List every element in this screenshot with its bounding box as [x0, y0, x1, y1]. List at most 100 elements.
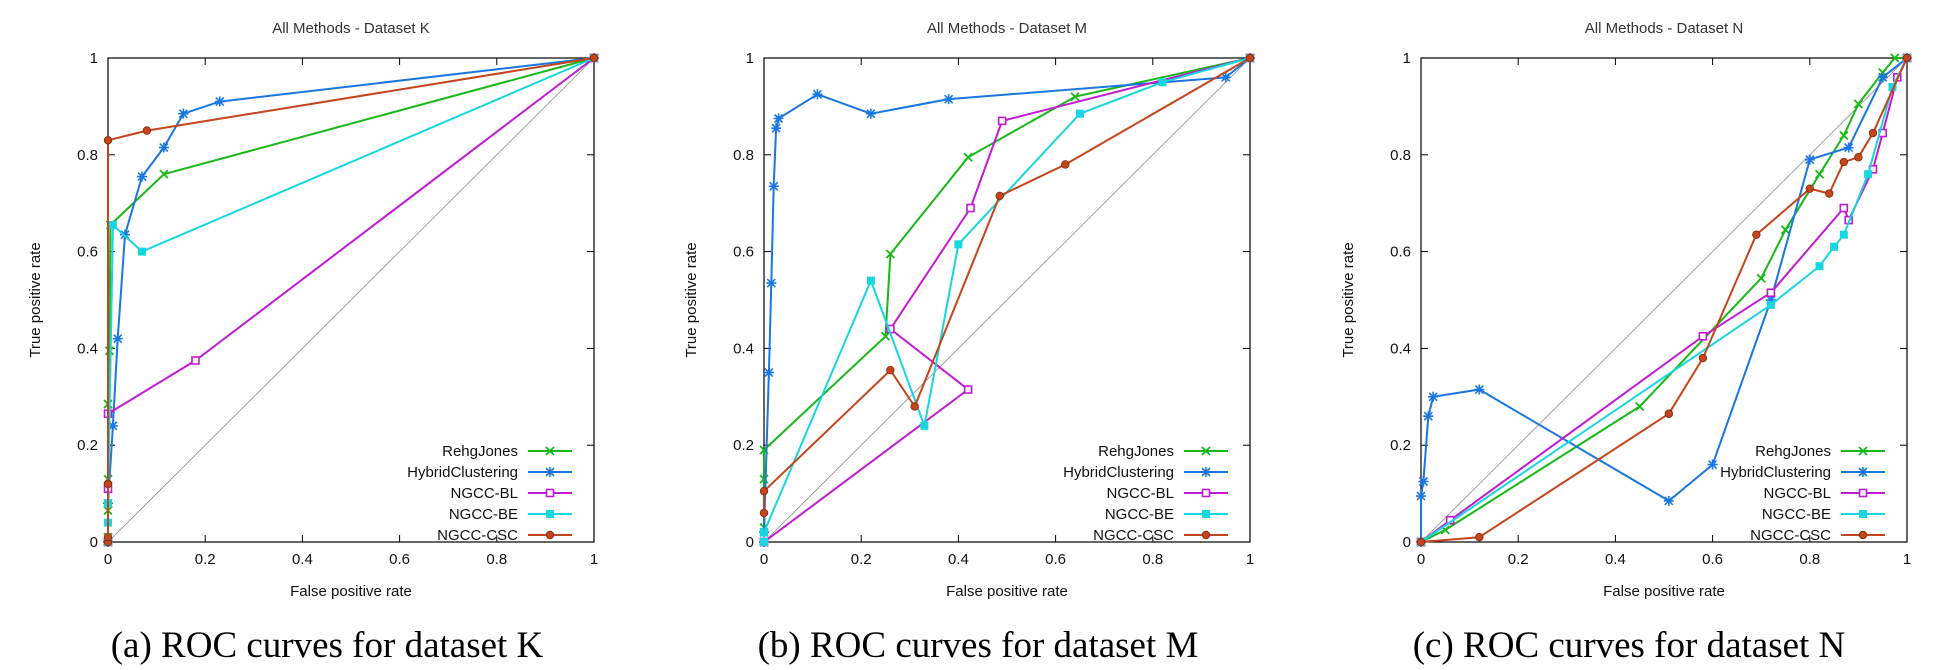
y-tick-label: 1	[90, 50, 98, 67]
x-tick-label: 0.4	[948, 551, 969, 568]
series-line	[763, 57, 1251, 542]
x-axis-label: False positive rate	[290, 583, 412, 600]
legend-marker	[545, 488, 555, 498]
legend-marker	[546, 510, 554, 518]
y-tick-label: 1	[1403, 50, 1411, 67]
legend-label: HybridClustering	[407, 464, 518, 481]
caption-a: (a) ROC curves for dataset K	[110, 625, 544, 666]
data-point	[1888, 83, 1897, 92]
chart-title: All Methods - Dataset M	[927, 20, 1087, 37]
x-tick-label: 1	[590, 551, 598, 568]
data-point	[120, 229, 131, 240]
data-point	[1245, 53, 1255, 63]
x-tick-label: 1	[1903, 551, 1911, 568]
chart-panel-3: All Methods - Dataset N 0 0.2 0.4 0.6 0.8 1 0 0.…	[1340, 20, 1912, 600]
legend-label: NGCC-CSC	[1093, 527, 1174, 544]
data-point	[1843, 142, 1854, 153]
data-point	[137, 171, 148, 182]
data-point	[158, 142, 169, 153]
plot-frame	[1420, 57, 1908, 543]
legend: RehgJones HybridClustering NGCC-BL NGCC-BE N…	[1063, 443, 1228, 544]
legend-label: NGCC-BL	[450, 485, 518, 502]
legend-label: NGCC-BL	[1763, 485, 1831, 502]
data-point	[1890, 53, 1900, 63]
data-point	[763, 367, 774, 378]
plot-frame	[763, 57, 1251, 543]
data-point	[1070, 92, 1080, 102]
legend-marker	[1858, 530, 1868, 540]
data-point	[1698, 353, 1708, 363]
data-point	[214, 96, 225, 107]
caption-b: (b) ROC curves for dataset M	[757, 625, 1199, 666]
data-point	[759, 508, 769, 518]
data-point	[1707, 459, 1718, 470]
data-point	[103, 136, 113, 145]
data-point	[104, 346, 115, 356]
data-point	[920, 421, 929, 430]
legend-marker	[545, 467, 555, 477]
data-point	[107, 420, 118, 431]
series-line	[107, 57, 595, 542]
data-point	[1416, 491, 1426, 502]
data-point	[138, 247, 147, 256]
x-tick-label: 0.8	[1142, 551, 1163, 568]
data-point	[1825, 189, 1834, 198]
legend-label: NGCC-CSC	[437, 527, 518, 544]
series-rehgjones	[1416, 53, 1912, 547]
data-point	[178, 108, 189, 119]
data-point	[943, 94, 954, 105]
data-point	[1805, 184, 1814, 193]
y-tick-label: 0.8	[733, 147, 754, 164]
data-point	[966, 203, 975, 213]
data-point	[1853, 99, 1864, 109]
data-point	[865, 108, 876, 119]
diagonal-reference-line	[763, 57, 1251, 543]
data-point	[963, 152, 973, 162]
data-point	[1864, 170, 1873, 179]
data-point	[1474, 384, 1485, 395]
data-point	[1423, 411, 1434, 422]
caption-c: (c) ROC curves for dataset N	[1412, 625, 1846, 666]
data-point	[191, 356, 200, 365]
data-point	[1814, 169, 1825, 179]
data-point	[963, 385, 973, 394]
diagonal-reference-line	[1420, 57, 1908, 543]
y-tick-label: 0.6	[733, 244, 754, 261]
diagonal-reference-line	[107, 57, 595, 543]
data-point	[1766, 300, 1775, 309]
data-point	[766, 278, 777, 289]
data-point	[995, 191, 1004, 201]
data-point	[1765, 295, 1776, 305]
legend-marker	[1858, 488, 1868, 498]
legend-marker	[1201, 467, 1211, 477]
data-point	[1877, 72, 1888, 83]
y-axis-label: True positive rate	[1340, 242, 1357, 357]
data-point	[768, 181, 779, 192]
data-point	[1752, 230, 1761, 239]
legend-label: NGCC-BE	[1762, 506, 1831, 523]
series-line	[763, 57, 1251, 543]
data-point	[771, 123, 782, 134]
x-tick-label: 0.6	[389, 551, 410, 568]
y-tick-label: 0.8	[1390, 147, 1411, 164]
legend-marker	[545, 446, 555, 456]
legend-label: HybridClustering	[1063, 464, 1174, 481]
x-tick-label: 0	[760, 551, 768, 568]
y-tick-label: 0.6	[1390, 244, 1411, 261]
y-tick-label: 0.2	[77, 437, 98, 454]
y-tick-label: 0.6	[77, 244, 98, 261]
y-tick-label: 0.4	[1390, 340, 1411, 357]
legend-marker	[1859, 510, 1867, 518]
y-tick-label: 0.4	[733, 340, 754, 357]
data-point	[1698, 331, 1708, 341]
y-tick-label: 0	[746, 534, 754, 551]
y-tick-label: 0	[90, 534, 98, 551]
x-tick-label: 0	[1417, 551, 1425, 568]
data-point	[103, 479, 113, 489]
data-point	[1902, 53, 1912, 63]
y-tick-label: 0.2	[733, 437, 754, 454]
legend-marker	[1201, 446, 1211, 456]
y-tick-label: 0.2	[1390, 437, 1411, 454]
data-point	[1830, 242, 1839, 251]
